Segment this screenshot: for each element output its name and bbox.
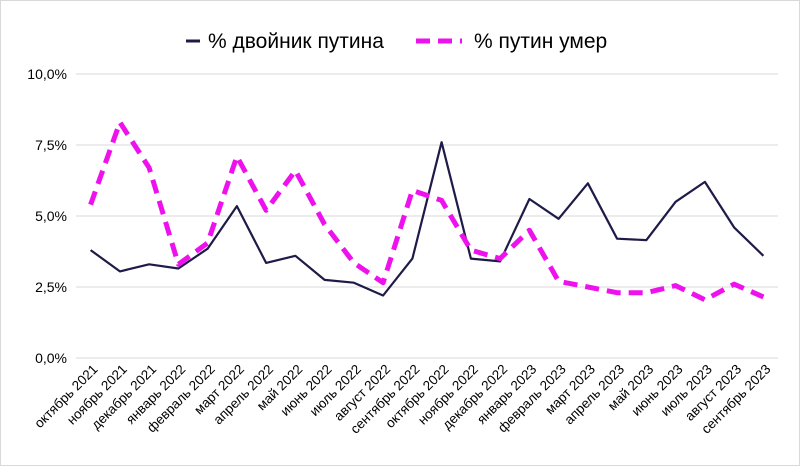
series-line-double <box>89 141 765 297</box>
y-tick-label: 2,5% <box>35 279 67 295</box>
legend: % двойник путина % путин умер <box>186 30 607 53</box>
series-layer <box>88 119 765 303</box>
y-tick-label: 5,0% <box>35 208 67 224</box>
legend-label-double: % двойник путина <box>208 30 384 53</box>
y-tick-label: 7,5% <box>35 137 67 153</box>
gridlines <box>76 73 778 359</box>
y-tick-label: 10,0% <box>27 66 67 82</box>
y-tick-label: 0,0% <box>35 350 67 366</box>
legend-label-dead: % путин умер <box>474 30 607 53</box>
y-axis-ticks: 0,0% 2,5% 5,0% 7,5% 10,0% <box>27 66 67 366</box>
series-line-dead <box>88 119 765 303</box>
